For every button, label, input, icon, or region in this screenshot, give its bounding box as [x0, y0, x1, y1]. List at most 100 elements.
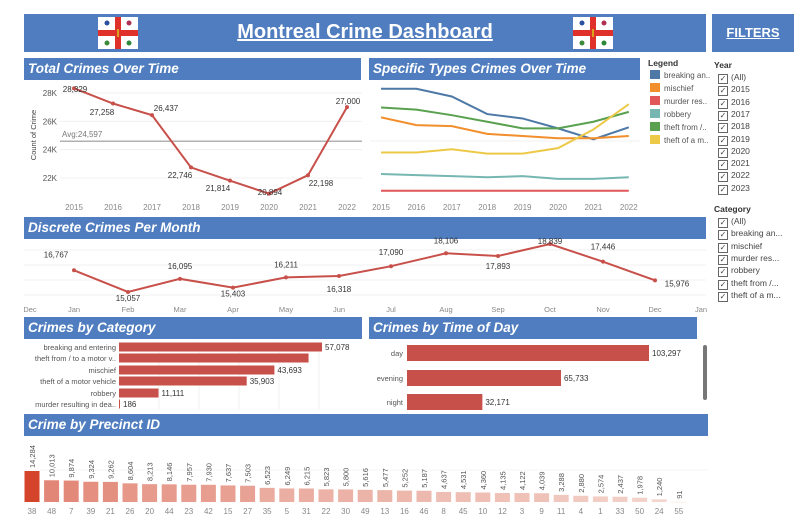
- checkbox-checked-icon[interactable]: ✓: [718, 172, 728, 183]
- category-bar: [119, 388, 159, 398]
- value-label: 2,880: [577, 474, 586, 493]
- year-filter-option[interactable]: ✓ 2022: [718, 170, 750, 183]
- checkbox-checked-icon[interactable]: ✓: [718, 230, 728, 241]
- value-label: 57,078: [325, 343, 350, 352]
- precinct-id-label: 26: [126, 507, 135, 516]
- precinct-id-label: 1: [598, 507, 603, 516]
- category-filter-option[interactable]: ✓ robbery: [718, 265, 760, 278]
- x-tick-label: 2021: [585, 203, 603, 212]
- category-filter-option[interactable]: ✓ (All): [718, 216, 746, 228]
- y-tick-label: 26K: [43, 117, 58, 126]
- data-label: 27,000: [336, 97, 361, 106]
- category-bar: [119, 365, 275, 375]
- value-label: 5,187: [420, 469, 429, 488]
- checkbox-checked-icon[interactable]: ✓: [718, 254, 728, 265]
- checkbox-checked-icon[interactable]: ✓: [718, 135, 728, 146]
- year-filter-option[interactable]: ✓ 2021: [718, 158, 750, 171]
- precinct-id-label: 46: [420, 507, 429, 516]
- dashboard-header: Montreal Crime Dashboard: [24, 14, 706, 52]
- data-label: 18,106: [434, 236, 459, 245]
- legend-label: theft from /..: [664, 123, 707, 132]
- legend-item[interactable]: theft of a m..: [650, 135, 708, 145]
- legend-item[interactable]: murder res..: [650, 96, 707, 106]
- year-filter-option[interactable]: ✓ 2017: [718, 109, 750, 121]
- total-crimes-title: Total Crimes Over Time: [24, 58, 361, 80]
- legend-swatch: [650, 135, 660, 144]
- filter-option-label: 2018: [731, 121, 750, 132]
- checkbox-checked-icon[interactable]: ✓: [718, 267, 728, 278]
- time-of-day-scrollbar[interactable]: [703, 345, 707, 400]
- data-point: [337, 273, 341, 278]
- precinct-bar: [240, 485, 256, 502]
- checkbox-checked-icon[interactable]: ✓: [718, 291, 728, 302]
- checkbox-checked-icon[interactable]: ✓: [718, 86, 728, 97]
- precinct-bar: [259, 487, 275, 502]
- precinct-bar: [651, 499, 667, 502]
- checkbox-checked-icon[interactable]: ✓: [718, 98, 728, 109]
- checkbox-checked-icon[interactable]: ✓: [718, 242, 728, 253]
- time-of-day-bar: [407, 345, 649, 361]
- series-line-6: [381, 103, 630, 155]
- legend-item[interactable]: theft from /..: [650, 122, 707, 132]
- category-filter-option[interactable]: ✓ theft from /...: [718, 278, 779, 290]
- category-filter-option[interactable]: ✓ breaking an...: [718, 228, 783, 241]
- x-tick-label: 2020: [549, 203, 567, 212]
- year-filter-option[interactable]: ✓ 2018: [718, 121, 750, 134]
- checkbox-checked-icon[interactable]: ✓: [718, 74, 728, 84]
- legend-label: robbery: [664, 110, 692, 119]
- filter-option-label: robbery: [731, 265, 760, 276]
- value-label: 4,135: [498, 471, 507, 490]
- value-label: 2,574: [596, 475, 605, 494]
- data-point: [444, 251, 448, 256]
- data-point: [496, 254, 500, 259]
- data-point: [111, 101, 115, 106]
- data-point: [178, 276, 182, 281]
- checkbox-checked-icon[interactable]: ✓: [718, 218, 728, 228]
- x-tick-label: 2019: [221, 203, 239, 212]
- checkbox-checked-icon[interactable]: ✓: [718, 110, 728, 121]
- legend-item[interactable]: breaking an..: [650, 70, 710, 80]
- precinct-id-label: 49: [361, 507, 370, 516]
- legend-item[interactable]: robbery: [650, 109, 691, 119]
- precinct-bar: [161, 484, 177, 502]
- checkbox-checked-icon[interactable]: ✓: [718, 123, 728, 134]
- precinct-id-label: 30: [341, 507, 350, 516]
- x-tick-label: 2015: [65, 203, 83, 212]
- year-filter-option[interactable]: ✓ 2023: [718, 183, 750, 195]
- value-label: 10,013: [48, 454, 57, 477]
- precinct-bar: [63, 480, 79, 502]
- value-label: 9,874: [67, 459, 76, 478]
- category-filter-option[interactable]: ✓ theft of a m...: [718, 290, 781, 302]
- checkbox-checked-icon[interactable]: ✓: [718, 279, 728, 290]
- x-tick-label: May: [279, 305, 293, 314]
- checkbox-checked-icon[interactable]: ✓: [718, 160, 728, 171]
- legend-item[interactable]: mischief: [650, 83, 693, 93]
- category-filter-label: Category: [714, 204, 751, 214]
- x-tick-label: 2018: [182, 203, 200, 212]
- x-tick-label: Aug: [439, 305, 452, 314]
- year-filter-option[interactable]: ✓ 2016: [718, 97, 750, 109]
- category-label: murder resulting in dea..: [35, 400, 116, 409]
- year-filter-option[interactable]: ✓ 2015: [718, 84, 750, 97]
- checkbox-checked-icon[interactable]: ✓: [718, 184, 728, 195]
- time-label: evening: [377, 374, 403, 383]
- year-filter-option[interactable]: ✓ (All): [718, 72, 746, 84]
- filters-button[interactable]: FILTERS: [712, 14, 794, 52]
- value-label: 7,957: [185, 463, 194, 482]
- data-point: [389, 264, 393, 269]
- checkbox-checked-icon[interactable]: ✓: [718, 147, 728, 158]
- category-filter-option[interactable]: ✓ murder res...: [718, 253, 779, 265]
- precinct-bar: [494, 493, 510, 502]
- category-filter-option[interactable]: ✓ mischief: [718, 241, 762, 253]
- x-tick-label: 2019: [514, 203, 532, 212]
- data-point: [306, 173, 310, 178]
- x-tick-label: 2022: [338, 203, 356, 212]
- filter-option-label: 2016: [731, 96, 750, 107]
- y-tick-label: 24K: [43, 146, 58, 155]
- value-label: 7,503: [244, 464, 253, 483]
- year-filter-option[interactable]: ✓ 2020: [718, 146, 750, 158]
- value-label: 3,288: [557, 473, 566, 492]
- year-filter-option[interactable]: ✓ 2019: [718, 134, 750, 146]
- dashboard-title: Montreal Crime Dashboard: [237, 21, 493, 43]
- y-tick-label: 22K: [43, 174, 58, 183]
